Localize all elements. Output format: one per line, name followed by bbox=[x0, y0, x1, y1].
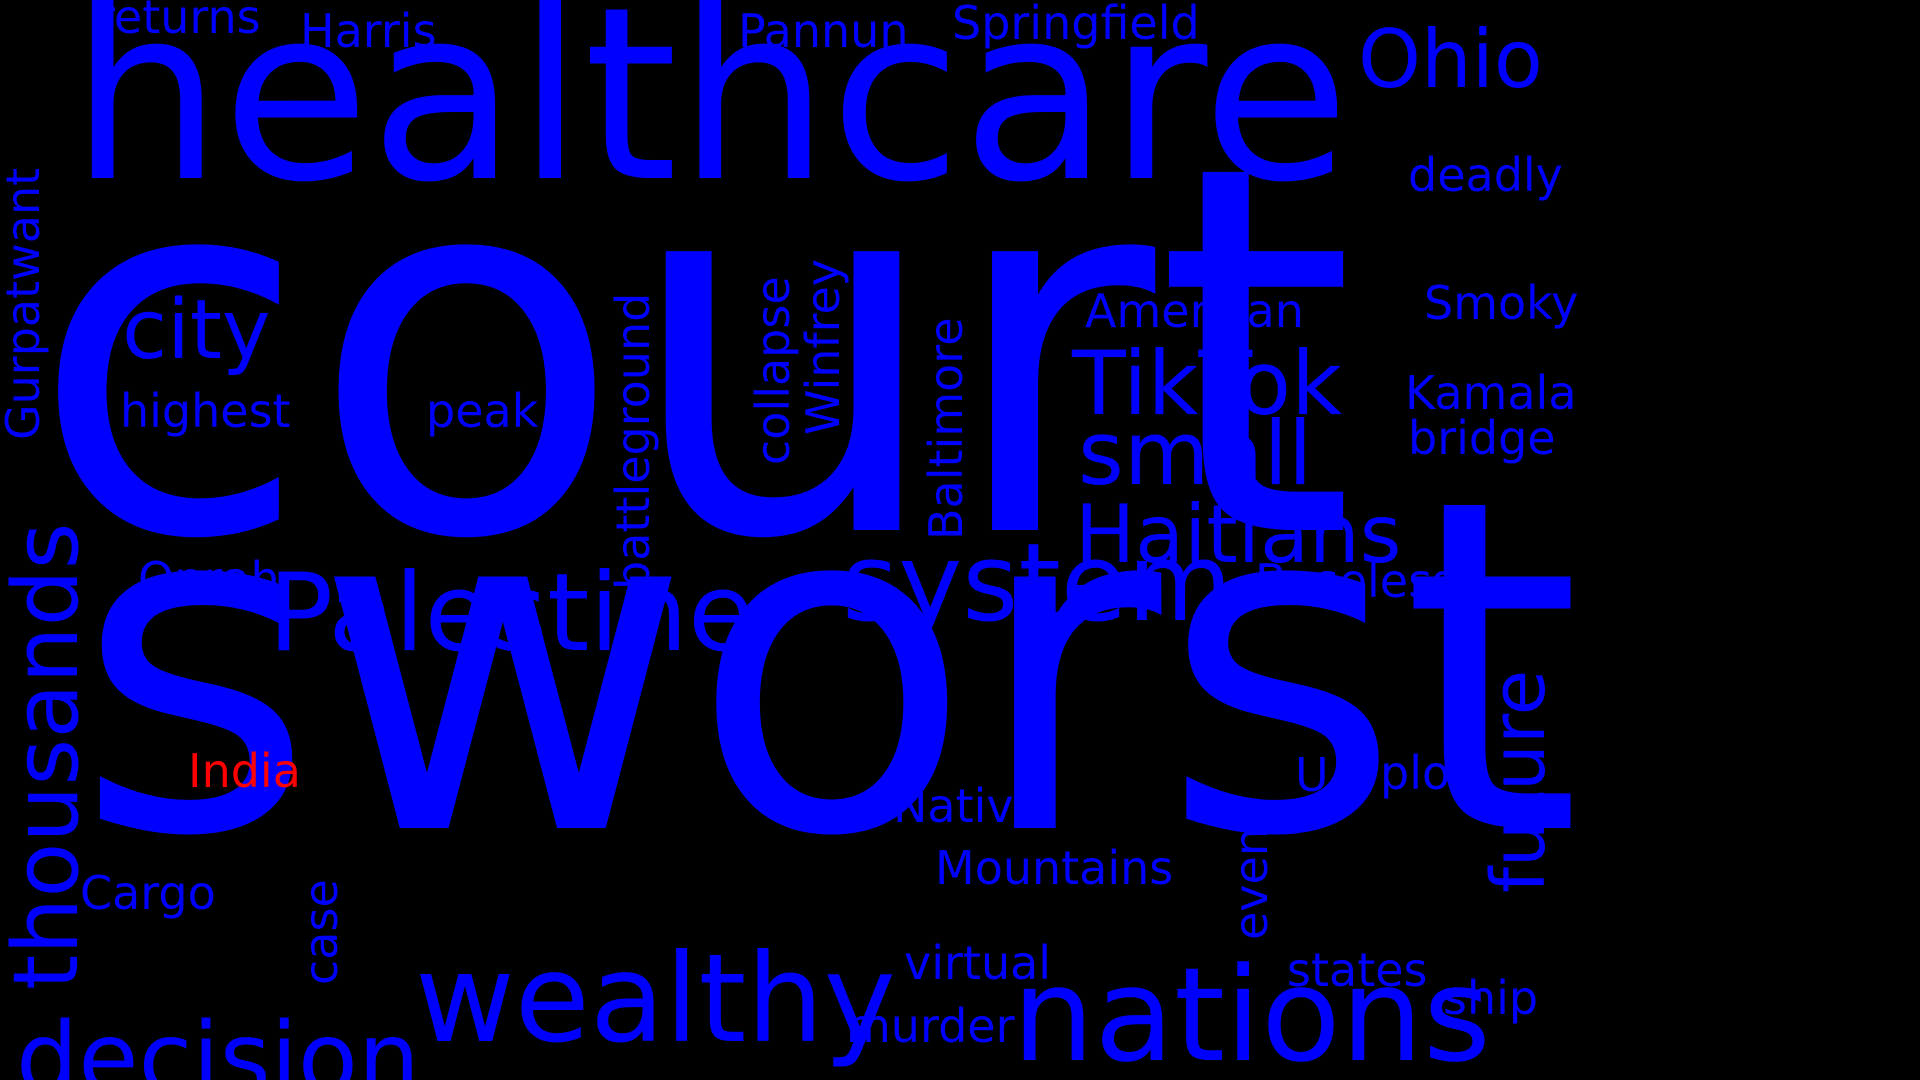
word-ship: ship bbox=[1443, 971, 1539, 1025]
word-decision: decision bbox=[16, 1002, 420, 1080]
word-kamala: Kamala bbox=[1405, 366, 1577, 420]
word-sworst: sworst bbox=[75, 402, 1582, 937]
word-murder: murder bbox=[846, 999, 1015, 1053]
word-pannun: Pannun bbox=[738, 4, 909, 58]
word-states: states bbox=[1287, 943, 1428, 997]
word-plot: plot bbox=[1380, 746, 1469, 800]
word-thousands: thousands bbox=[0, 522, 99, 990]
word-haitians: Haitians bbox=[1075, 488, 1402, 581]
word-native: Native bbox=[893, 779, 1042, 833]
word-springfield: Springfield bbox=[952, 0, 1200, 50]
word-cargo: Cargo bbox=[80, 866, 216, 920]
word-collapse: collapse bbox=[746, 276, 800, 465]
word-event: event bbox=[1224, 808, 1278, 940]
word-returns: returns bbox=[96, 0, 261, 44]
word-nations: nations bbox=[1012, 939, 1491, 1080]
word-baltimore: Baltimore bbox=[919, 317, 973, 541]
word-smoky: Smoky bbox=[1424, 276, 1579, 330]
word-tiktok: TikTok bbox=[1072, 332, 1343, 435]
word-battleground: battleground bbox=[606, 292, 660, 590]
word-harris: Harris bbox=[300, 4, 437, 58]
word-mountains: Mountains bbox=[935, 841, 1174, 895]
word-bridge: bridge bbox=[1408, 411, 1556, 465]
word-baseless: Baseless bbox=[1255, 554, 1457, 608]
word-peak: peak bbox=[426, 384, 539, 438]
word-u: U bbox=[1295, 748, 1329, 802]
word-case: case bbox=[294, 879, 348, 985]
word-deadly: deadly bbox=[1408, 148, 1563, 202]
word-ohio: Ohio bbox=[1358, 13, 1543, 106]
word-virtual: virtual bbox=[904, 936, 1052, 990]
word-small: small bbox=[1078, 402, 1313, 505]
word-american: American bbox=[1085, 284, 1304, 338]
word-court: court bbox=[30, 58, 1356, 651]
word-system: system bbox=[842, 521, 1233, 646]
word-city: city bbox=[122, 283, 271, 378]
word-india: India bbox=[188, 744, 301, 798]
word-oprah: Oprah bbox=[138, 552, 280, 606]
word-winfrey: Winfrey bbox=[796, 258, 850, 435]
word-healthcare: healthcare bbox=[70, 0, 1350, 235]
word-highest: highest bbox=[120, 384, 291, 438]
word-future: future bbox=[1476, 669, 1562, 893]
word-palestine: Palestine bbox=[268, 551, 755, 676]
word-gurpatwant: Gurpatwant bbox=[0, 167, 50, 440]
word-wealthy: wealthy bbox=[415, 928, 896, 1070]
